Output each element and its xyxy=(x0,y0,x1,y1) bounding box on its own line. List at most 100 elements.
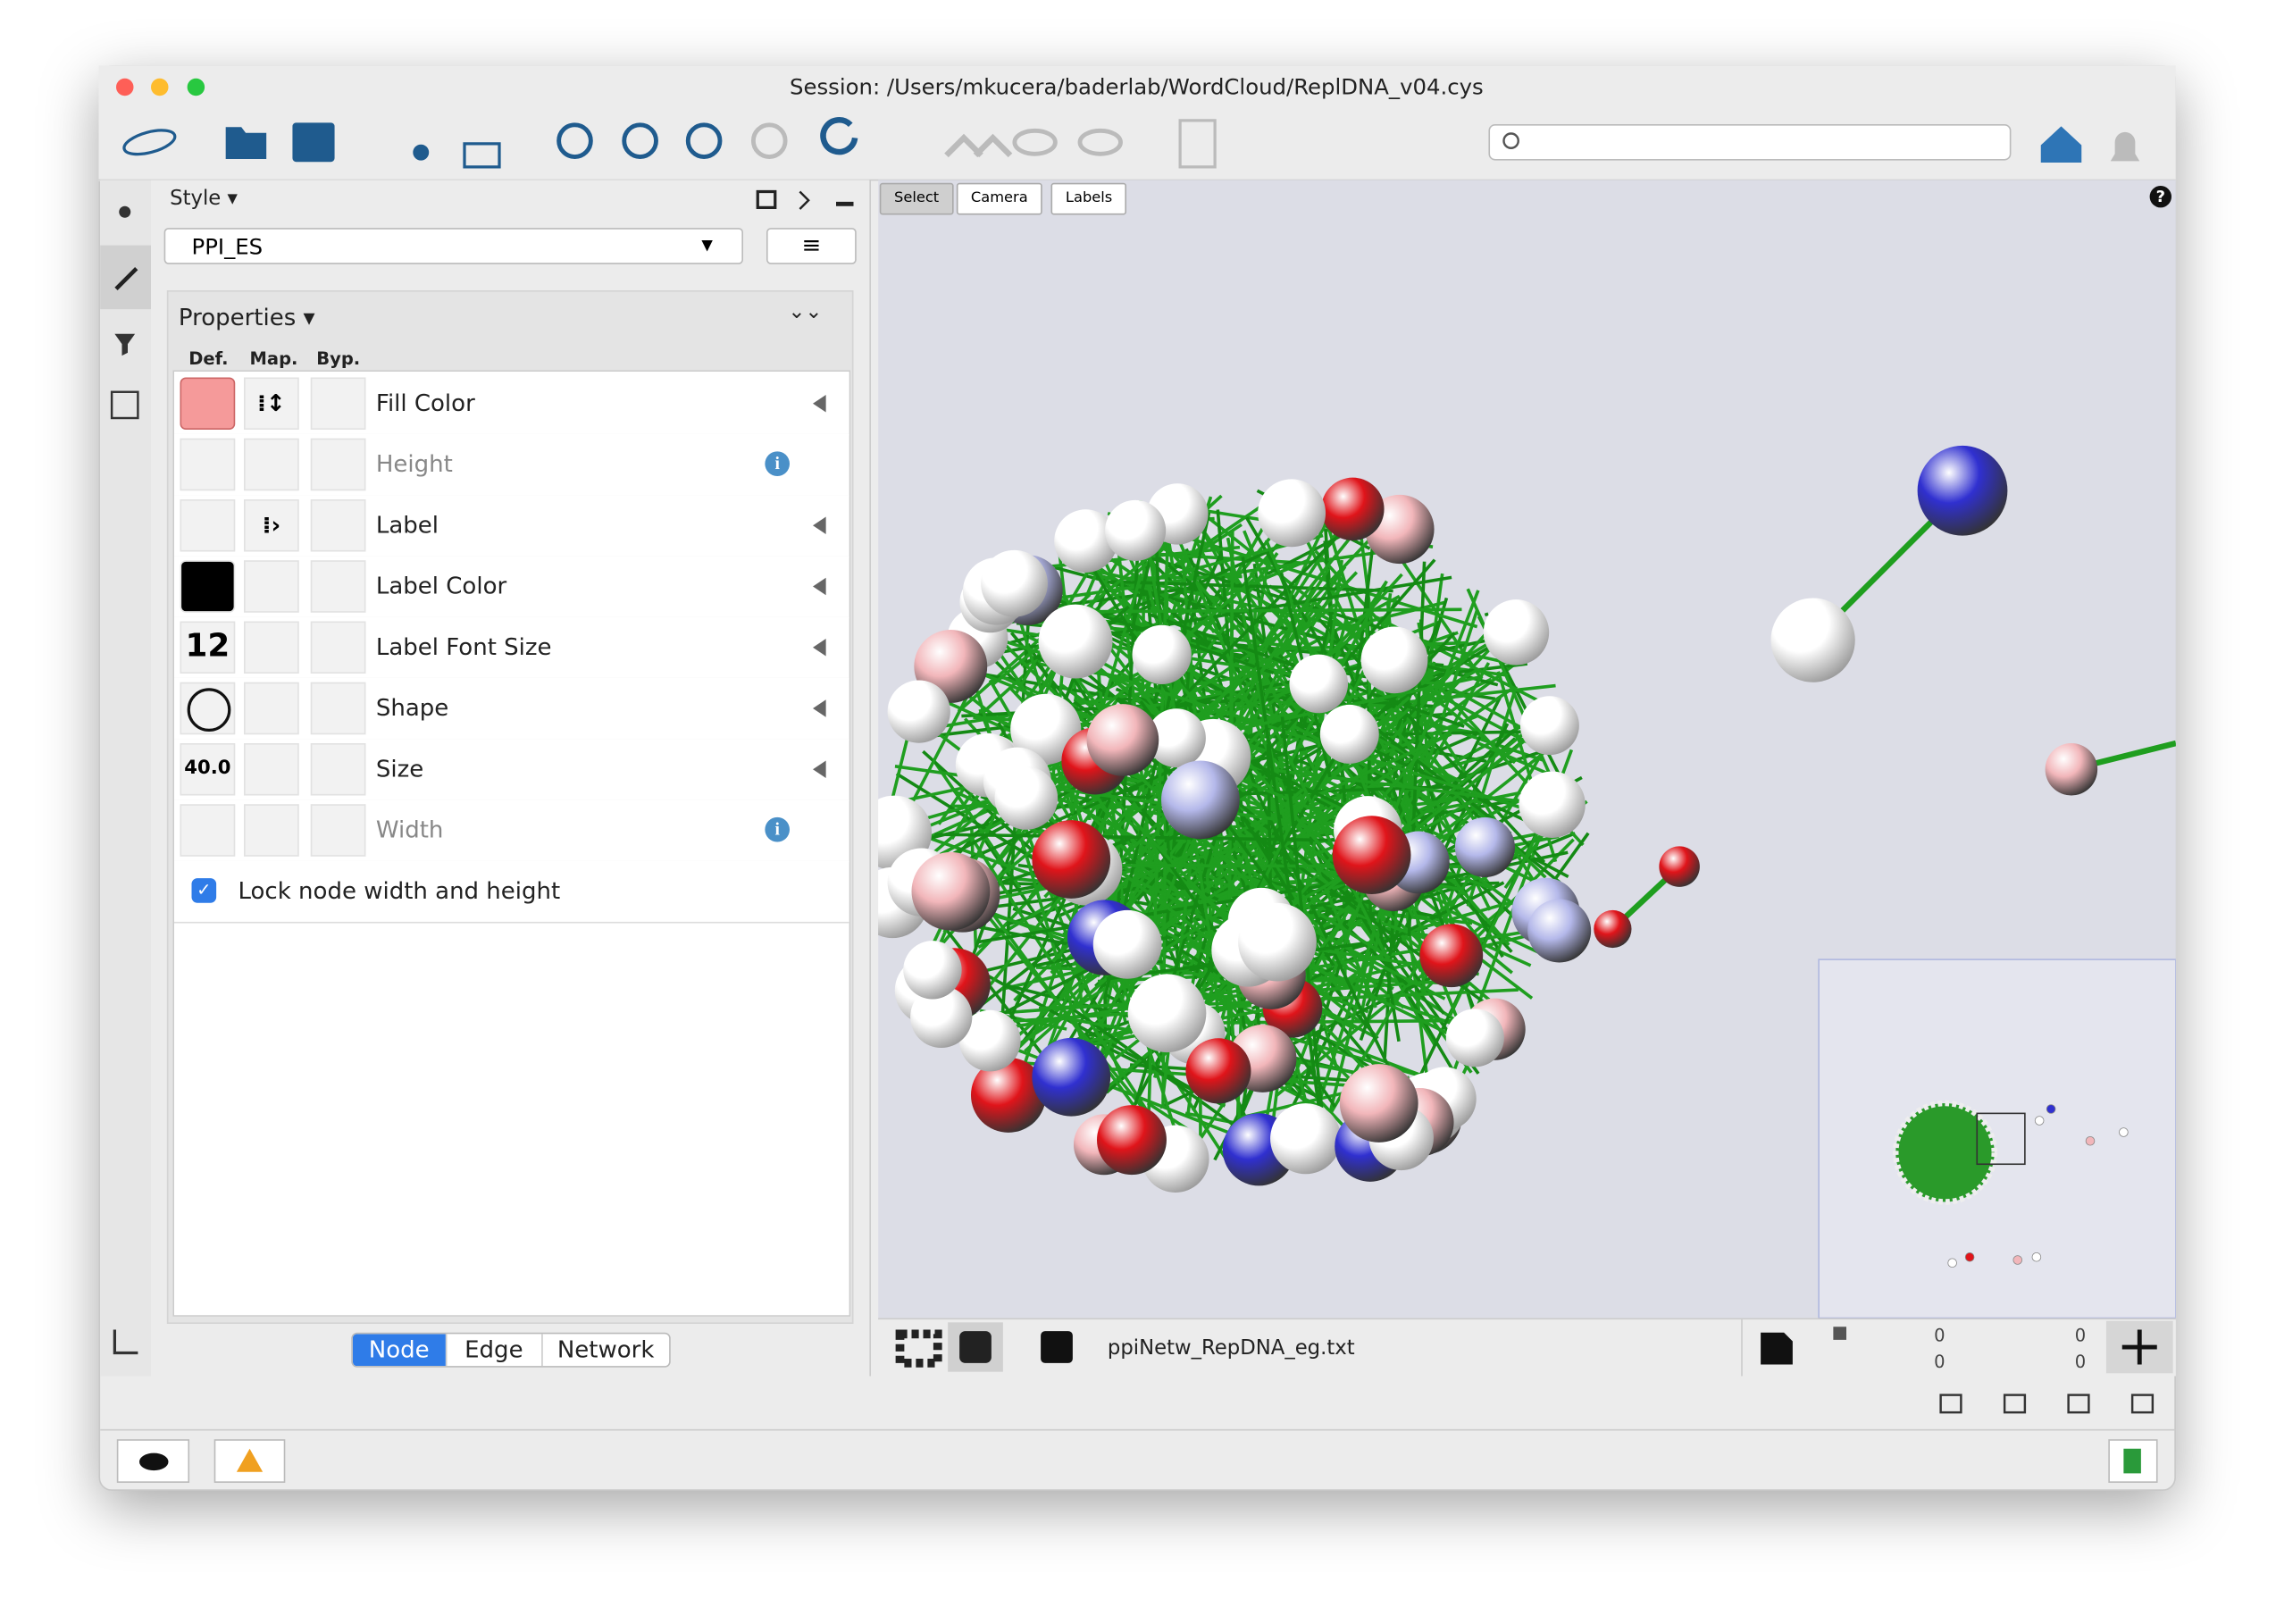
node[interactable] xyxy=(994,766,1059,830)
node[interactable] xyxy=(1038,604,1113,679)
grid-icon[interactable] xyxy=(895,1329,942,1368)
expand-arrow[interactable] xyxy=(813,577,826,596)
node[interactable] xyxy=(1321,477,1385,541)
node[interactable] xyxy=(959,1009,1021,1072)
search-box[interactable] xyxy=(1488,123,2012,161)
lock-row[interactable]: ✓ Lock node width and height xyxy=(174,860,849,924)
bypass-cell[interactable] xyxy=(310,682,366,735)
property-row[interactable]: 12 Label Font Size xyxy=(174,616,849,680)
node[interactable] xyxy=(903,941,962,1000)
node[interactable] xyxy=(1270,1103,1342,1175)
new-network-icon[interactable] xyxy=(1178,119,1217,169)
zoom-out-icon[interactable] xyxy=(622,122,658,159)
network-mode-icon[interactable] xyxy=(959,1331,992,1363)
style-menu-button[interactable]: ≡ xyxy=(766,228,857,264)
minimize-panel-icon[interactable] xyxy=(836,201,854,206)
property-row[interactable]: ⁞› Label xyxy=(174,495,849,557)
node-table-icon[interactable] xyxy=(1939,1394,1962,1414)
node[interactable] xyxy=(1185,1038,1251,1104)
view-button[interactable]: Select xyxy=(879,182,954,215)
node[interactable] xyxy=(1127,974,1207,1053)
node[interactable] xyxy=(1519,696,1579,756)
default-cell[interactable] xyxy=(180,438,236,491)
mapping-cell[interactable] xyxy=(244,804,299,857)
navigator-icon[interactable] xyxy=(2121,1329,2157,1365)
mapping-cell[interactable] xyxy=(244,682,299,735)
node[interactable] xyxy=(1105,499,1167,561)
node[interactable] xyxy=(1146,708,1206,768)
mapping-cell[interactable]: ⁞↕ xyxy=(244,377,299,430)
node[interactable] xyxy=(1319,704,1379,764)
node[interactable] xyxy=(1332,816,1411,894)
save-icon[interactable] xyxy=(292,122,335,163)
home-icon[interactable] xyxy=(2040,126,2082,163)
node[interactable] xyxy=(1445,1009,1504,1067)
zoom-selected-icon[interactable] xyxy=(750,122,788,159)
info-icon[interactable]: i xyxy=(765,451,790,476)
minimize-button[interactable] xyxy=(151,78,169,96)
node[interactable] xyxy=(1032,1037,1111,1117)
property-row[interactable]: Label Color xyxy=(174,556,849,619)
export-icon[interactable] xyxy=(1761,1332,1793,1365)
node[interactable] xyxy=(1659,846,1700,887)
bypass-cell[interactable] xyxy=(310,377,366,430)
node[interactable] xyxy=(970,1057,1046,1133)
lock-checkbox[interactable]: ✓ xyxy=(191,878,217,903)
default-cell[interactable] xyxy=(180,499,236,552)
app-logo[interactable] xyxy=(121,126,177,159)
node[interactable] xyxy=(1010,693,1082,765)
node[interactable] xyxy=(887,680,950,743)
bypass-cell[interactable] xyxy=(310,438,366,491)
style-dropdown[interactable]: PPI_ES ▼ xyxy=(163,228,743,264)
view-button[interactable]: Labels xyxy=(1050,182,1127,215)
zoom-button[interactable] xyxy=(187,78,205,96)
import-network-icon[interactable] xyxy=(413,144,430,161)
default-cell[interactable] xyxy=(180,377,236,430)
bypass-cell[interactable] xyxy=(310,560,366,613)
node[interactable] xyxy=(1483,599,1550,666)
panel-tab[interactable]: Network xyxy=(540,1334,669,1367)
node[interactable] xyxy=(1917,445,2008,536)
info-icon[interactable]: i xyxy=(765,816,790,842)
unassigned-table-icon[interactable] xyxy=(2130,1394,2155,1414)
edge-table-icon[interactable] xyxy=(2003,1394,2027,1414)
node[interactable] xyxy=(1289,654,1349,714)
node[interactable] xyxy=(1339,1064,1418,1143)
node[interactable] xyxy=(1527,899,1592,963)
float-icon[interactable] xyxy=(756,189,777,209)
node[interactable] xyxy=(981,549,1048,617)
mapping-cell[interactable] xyxy=(244,560,299,613)
node[interactable] xyxy=(1054,509,1117,573)
mapping-cell[interactable] xyxy=(244,438,299,491)
default-cell[interactable] xyxy=(180,560,236,613)
node[interactable] xyxy=(1360,626,1428,694)
property-row[interactable]: Width i xyxy=(174,799,849,863)
node[interactable] xyxy=(1086,704,1159,776)
panel-tab[interactable]: Edge xyxy=(445,1334,541,1367)
expand-arrow[interactable] xyxy=(813,516,826,534)
bypass-cell[interactable] xyxy=(310,804,366,857)
zoom-in-icon[interactable] xyxy=(556,122,593,159)
default-cell[interactable] xyxy=(180,804,236,857)
panel-tab[interactable]: Node xyxy=(352,1334,446,1367)
open-view-icon[interactable] xyxy=(1041,1331,1073,1363)
refresh-icon[interactable] xyxy=(820,117,858,155)
notifications-icon[interactable] xyxy=(2110,131,2140,162)
close-button[interactable] xyxy=(116,78,134,96)
default-cell[interactable] xyxy=(180,682,236,735)
node[interactable] xyxy=(1594,909,1632,949)
properties-header[interactable]: Properties ▾ xyxy=(178,303,315,331)
property-row[interactable]: ⁞↕ Fill Color xyxy=(174,373,849,436)
property-row[interactable]: 40.0 Size xyxy=(174,739,849,801)
style-header[interactable]: Style ▾ xyxy=(170,187,238,211)
panel-toggle-icon[interactable] xyxy=(113,1329,138,1355)
open-icon[interactable] xyxy=(225,127,267,159)
node[interactable] xyxy=(1161,760,1240,840)
default-cell[interactable]: 40.0 xyxy=(180,743,236,796)
filter-tab-icon[interactable] xyxy=(114,333,136,356)
overview-viewport[interactable] xyxy=(1976,1112,2026,1166)
bypass-cell[interactable] xyxy=(310,499,366,552)
hide-icon[interactable] xyxy=(1012,128,1058,156)
help-icon[interactable]: ? xyxy=(2149,186,2171,208)
node[interactable] xyxy=(1770,598,1855,682)
